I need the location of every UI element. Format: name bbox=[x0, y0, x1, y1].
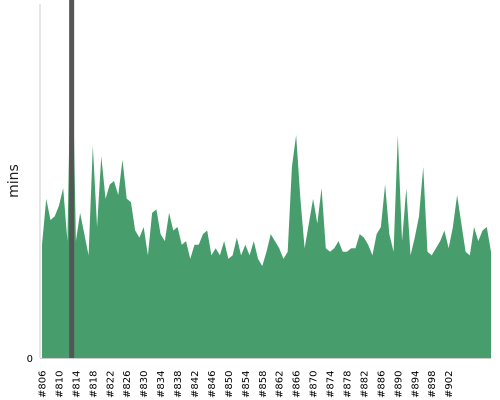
x-tick-label: #814 bbox=[71, 371, 82, 398]
x-tick-label: #830 bbox=[139, 371, 150, 398]
plot-area bbox=[42, 0, 491, 358]
x-tick-label: #894 bbox=[410, 371, 421, 398]
x-ticks: #806 #810 #814 #818 #822 #826 #830 #834 #838 #842… bbox=[38, 371, 456, 398]
x-tick-label: #842 bbox=[190, 371, 201, 398]
x-tick-label: #874 bbox=[326, 371, 337, 398]
y-axis-title: mins bbox=[6, 164, 22, 198]
x-tick-label: #854 bbox=[241, 371, 252, 398]
x-tick-label: #818 bbox=[88, 371, 99, 398]
x-tick-label: #806 bbox=[38, 371, 49, 398]
x-tick-label: #890 bbox=[393, 371, 404, 398]
x-tick-label: #810 bbox=[54, 371, 65, 398]
x-tick-label: #850 bbox=[224, 371, 235, 398]
x-tick-label: #838 bbox=[173, 371, 184, 398]
x-tick-label: #858 bbox=[258, 371, 269, 398]
x-tick-label: #826 bbox=[122, 371, 133, 398]
x-tick-label: #834 bbox=[156, 371, 167, 398]
x-tick-label: #866 bbox=[292, 371, 303, 398]
x-tick-label: #822 bbox=[105, 371, 116, 398]
x-tick-label: #898 bbox=[427, 371, 438, 398]
y-tick-label: 0 bbox=[27, 354, 33, 365]
x-tick-label: #882 bbox=[359, 371, 370, 398]
x-tick-label: #846 bbox=[207, 371, 218, 398]
x-tick-label: #902 bbox=[444, 371, 455, 398]
x-tick-label: #870 bbox=[309, 371, 320, 398]
x-tick-label: #862 bbox=[275, 371, 286, 398]
x-tick-label: #878 bbox=[342, 371, 353, 398]
x-tick-label: #886 bbox=[376, 371, 387, 398]
area-series bbox=[42, 4, 491, 358]
y-ticks: 0 bbox=[27, 354, 33, 365]
